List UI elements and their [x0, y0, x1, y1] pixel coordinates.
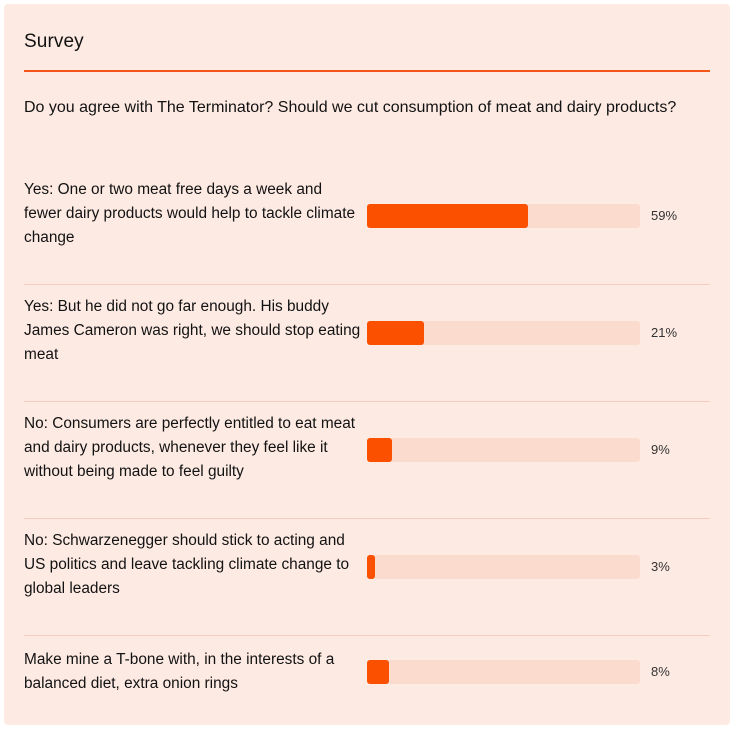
survey-option[interactable]: Yes: But he did not go far enough. His b…	[24, 285, 710, 402]
survey-option[interactable]: Make mine a T-bone with, in the interest…	[24, 636, 710, 730]
survey-option[interactable]: No: Schwarzenegger should stick to actin…	[24, 519, 710, 636]
option-label: Make mine a T-bone with, in the interest…	[24, 651, 335, 692]
survey-option[interactable]: No: Consumers are perfectly entitled to …	[24, 402, 710, 519]
result-bar-track[interactable]	[367, 555, 640, 579]
result-bar-fill	[367, 204, 529, 228]
result-bar-track[interactable]	[367, 321, 640, 345]
option-label: Yes: One or two meat free days a week an…	[24, 181, 356, 246]
option-label: No: Schwarzenegger should stick to actin…	[24, 532, 350, 597]
result-bar-track[interactable]	[367, 660, 640, 684]
result-percent: 21%	[651, 325, 678, 340]
option-label: Yes: But he did not go far enough. His b…	[24, 298, 361, 363]
result-percent: 3%	[651, 559, 670, 574]
result-percent: 9%	[651, 442, 670, 457]
result-bar-track[interactable]	[367, 204, 640, 228]
result-percent: 59%	[651, 208, 678, 223]
survey-question: Do you agree with The Terminator? Should…	[24, 99, 677, 116]
survey-card: Survey Do you agree with The Terminator?…	[4, 4, 730, 725]
result-bar-fill	[367, 555, 376, 579]
option-label: No: Consumers are perfectly entitled to …	[24, 415, 356, 480]
title-divider	[24, 70, 710, 72]
survey-option[interactable]: Yes: One or two meat free days a week an…	[24, 168, 710, 285]
survey-title: Survey	[24, 31, 84, 52]
result-bar-fill	[367, 438, 392, 462]
result-bar-fill	[367, 321, 425, 345]
result-bar-track[interactable]	[367, 438, 640, 462]
result-bar-fill	[367, 660, 389, 684]
result-percent: 8%	[651, 664, 670, 679]
